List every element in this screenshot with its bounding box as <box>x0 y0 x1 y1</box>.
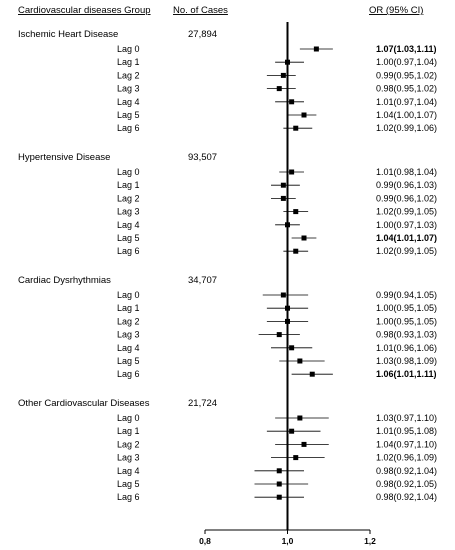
or-marker <box>313 46 319 52</box>
or-marker <box>293 455 299 461</box>
or-marker <box>280 72 286 78</box>
lag-label: Lag 1 <box>117 180 140 190</box>
ci-text: 1.01(0.98,1.04) <box>376 167 437 177</box>
or-marker <box>289 428 295 434</box>
group-cases: 93,507 <box>188 152 217 163</box>
lag-label: Lag 6 <box>117 492 140 502</box>
lag-label: Lag 3 <box>117 453 140 463</box>
group-cases: 21,724 <box>188 398 217 409</box>
lag-label: Lag 4 <box>117 220 140 230</box>
or-marker <box>289 345 295 351</box>
lag-label: Lag 2 <box>117 193 140 203</box>
ci-text: 1.02(0.99,1.06) <box>376 123 437 133</box>
or-marker <box>293 209 299 215</box>
lag-label: Lag 2 <box>117 316 140 326</box>
lag-label: Lag 3 <box>117 84 140 94</box>
lag-label: Lag 5 <box>117 479 140 489</box>
or-marker <box>309 371 315 377</box>
or-marker <box>276 494 282 500</box>
ci-text: 1.03(0.97,1.10) <box>376 413 437 423</box>
ci-text: 0.98(0.95,1.02) <box>376 84 437 94</box>
ci-text: 1.00(0.97,1.03) <box>376 220 437 230</box>
header-or: OR (95% CI) <box>369 5 423 16</box>
ci-text: 1.03(0.98,1.09) <box>376 356 437 366</box>
ci-text: 1.07(1.03,1.11) <box>376 44 437 54</box>
lag-label: Lag 4 <box>117 97 140 107</box>
lag-label: Lag 3 <box>117 207 140 217</box>
or-marker <box>293 125 299 131</box>
lag-label: Lag 2 <box>117 70 140 80</box>
lag-label: Lag 1 <box>117 426 140 436</box>
group-cases: 34,707 <box>188 275 217 286</box>
ci-text: 0.99(0.95,1.02) <box>376 70 437 80</box>
lag-label: Lag 0 <box>117 413 140 423</box>
ci-text: 1.00(0.95,1.05) <box>376 303 437 313</box>
or-marker <box>293 248 299 254</box>
ci-text: 1.04(1.00,1.07) <box>376 110 437 120</box>
or-marker <box>280 182 286 188</box>
lag-label: Lag 4 <box>117 343 140 353</box>
header-cases: No. of Cases <box>173 5 228 16</box>
lag-label: Lag 3 <box>117 330 140 340</box>
or-marker <box>276 468 282 474</box>
ci-text: 1.01(0.97,1.04) <box>376 97 437 107</box>
ci-text: 1.01(0.96,1.06) <box>376 343 437 353</box>
lag-label: Lag 4 <box>117 466 140 476</box>
ci-text: 1.02(0.99,1.05) <box>376 207 437 217</box>
ci-text: 0.99(0.96,1.02) <box>376 193 437 203</box>
ci-text: 1.02(0.96,1.09) <box>376 453 437 463</box>
or-marker <box>276 481 282 487</box>
plot-area: Ischemic Heart Disease 27,894 Lag 0 1.07(1.… <box>18 22 437 546</box>
ci-text: 0.98(0.92,1.04) <box>376 492 437 502</box>
x-tick-label: 1,2 <box>364 536 376 546</box>
ci-text: 1.00(0.95,1.05) <box>376 316 437 326</box>
lag-label: Lag 5 <box>117 110 140 120</box>
or-marker <box>301 235 307 241</box>
lag-label: Lag 1 <box>117 303 140 313</box>
ci-text: 0.99(0.94,1.05) <box>376 290 437 300</box>
lag-label: Lag 1 <box>117 57 140 67</box>
or-marker <box>297 415 303 421</box>
group-cases: 27,894 <box>188 29 217 40</box>
ci-text: 0.99(0.96,1.03) <box>376 180 437 190</box>
lag-label: Lag 2 <box>117 439 140 449</box>
x-tick-label: 1,0 <box>282 536 294 546</box>
ci-text: 0.98(0.92,1.05) <box>376 479 437 489</box>
lag-label: Lag 6 <box>117 369 140 379</box>
header-group: Cardiovascular diseases Group <box>18 5 151 16</box>
ci-text: 0.98(0.93,1.03) <box>376 330 437 340</box>
ci-text: 1.01(0.95,1.08) <box>376 426 437 436</box>
or-marker <box>280 292 286 298</box>
ci-text: 1.02(0.99,1.05) <box>376 246 437 256</box>
ci-text: 1.04(1.01,1.07) <box>376 233 437 243</box>
or-marker <box>297 358 303 364</box>
group-title: Ischemic Heart Disease <box>18 29 118 40</box>
or-marker <box>289 99 295 105</box>
x-tick-label: 0,8 <box>199 536 211 546</box>
group-title: Other Cardiovascular Diseases <box>18 398 150 409</box>
lag-label: Lag 6 <box>117 246 140 256</box>
lag-label: Lag 0 <box>117 290 140 300</box>
ci-text: 1.00(0.97,1.04) <box>376 57 437 67</box>
lag-label: Lag 0 <box>117 44 140 54</box>
ci-text: 1.06(1.01,1.11) <box>376 369 437 379</box>
ci-text: 0.98(0.92,1.04) <box>376 466 437 476</box>
lag-label: Lag 0 <box>117 167 140 177</box>
or-marker <box>301 441 307 447</box>
ci-text: 1.04(0.97,1.10) <box>376 439 437 449</box>
or-marker <box>280 195 286 201</box>
lag-label: Lag 5 <box>117 233 140 243</box>
group-title: Cardiac Dysrhythmias <box>18 275 111 286</box>
or-marker <box>301 112 307 118</box>
or-marker <box>289 169 295 175</box>
lag-label: Lag 6 <box>117 123 140 133</box>
or-marker <box>276 332 282 338</box>
lag-label: Lag 5 <box>117 356 140 366</box>
group-title: Hypertensive Disease <box>18 152 110 163</box>
or-marker <box>276 86 282 92</box>
